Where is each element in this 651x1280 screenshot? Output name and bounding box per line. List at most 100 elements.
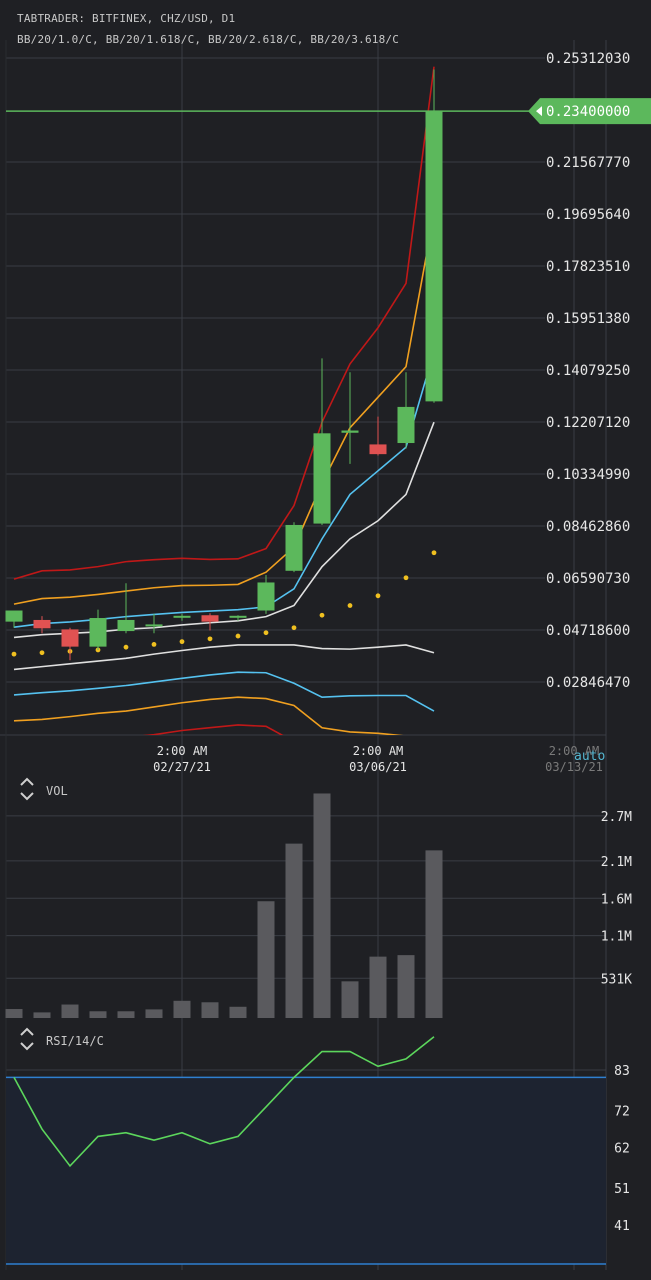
- volume-bar[interactable]: [425, 850, 443, 1018]
- last-price-tag-arrow: [536, 106, 542, 117]
- price-tick-label: 0.21567770: [546, 155, 630, 171]
- sar-dot: [291, 625, 297, 631]
- time-tick-label: 2:00 AM: [157, 744, 208, 758]
- candle-body[interactable]: [89, 618, 107, 647]
- candle-body[interactable]: [397, 406, 415, 444]
- sar-dot: [151, 642, 157, 647]
- rsi-tick-label: 51: [614, 1182, 630, 1197]
- price-tick-label: 0.19695640: [546, 207, 630, 223]
- candle-body[interactable]: [285, 524, 303, 571]
- candle-body[interactable]: [33, 619, 51, 629]
- vol-pane-toggle-icon[interactable]: [17, 776, 37, 802]
- chart-title: TABTRADER: BITFINEX, CHZ/USD, D1: [17, 12, 236, 25]
- sar-dot: [235, 633, 241, 639]
- volume-bar[interactable]: [33, 1012, 51, 1018]
- volume-bar[interactable]: [229, 1006, 247, 1018]
- last-price-tag[interactable]: 0.23400000: [528, 98, 651, 125]
- candle-body[interactable]: [61, 629, 79, 647]
- vol-pane-label: VOL: [46, 784, 68, 798]
- price-tick-label: 0.25312030: [546, 51, 630, 67]
- candle-body[interactable]: [173, 615, 191, 618]
- sar-dot: [179, 639, 185, 645]
- volume-pane[interactable]: [5, 793, 443, 1018]
- price-tick-label: 0.12207120: [546, 415, 630, 431]
- volume-bar[interactable]: [145, 1009, 163, 1018]
- volume-bar[interactable]: [5, 1009, 23, 1018]
- time-tick-label: 2:00 AM: [549, 744, 600, 758]
- bb-lower-1-line: [13, 671, 435, 712]
- candle-body[interactable]: [145, 624, 163, 627]
- bb-lower-3618-line: [13, 644, 435, 671]
- time-axis[interactable]: 2:00 AM 02/27/21 2:00 AM 03/06/21 2:00 AM 03/…: [153, 744, 603, 774]
- auto-scale-button[interactable]: auto: [574, 749, 606, 764]
- candle-body[interactable]: [369, 444, 387, 455]
- price-tick-label: 0.17823510: [546, 259, 630, 275]
- sar-dot: [263, 630, 269, 636]
- sar-dot: [123, 644, 129, 650]
- bb-lower-2618-line: [142, 724, 284, 735]
- rsi-pane-toggle-icon[interactable]: [17, 1026, 37, 1052]
- price-tick-label: 0.08462860: [546, 519, 630, 535]
- sar-dot: [431, 550, 437, 556]
- price-tick-label: 0.04718600: [546, 623, 630, 639]
- volume-tick-label: 2.7M: [601, 810, 632, 825]
- bb-middle-line: [13, 421, 435, 639]
- bb-upper-1618-line: [13, 213, 435, 605]
- volume-bar[interactable]: [89, 1011, 107, 1018]
- volume-bar[interactable]: [341, 981, 359, 1018]
- candle-body[interactable]: [425, 111, 443, 402]
- volume-bar[interactable]: [369, 956, 387, 1018]
- gridlines: [0, 40, 607, 1270]
- rsi-tick-label: 62: [614, 1142, 630, 1157]
- bb-upper-2618-line: [13, 66, 435, 580]
- volume-bar[interactable]: [201, 1002, 219, 1018]
- last-price-tag-shape: [528, 98, 651, 125]
- time-tick-label: 2:00 AM: [353, 744, 404, 758]
- volume-bar[interactable]: [257, 901, 275, 1018]
- date-tick-label: 03/06/21: [349, 760, 407, 774]
- bb-lower-1618-line: [13, 696, 404, 735]
- price-tick-label: 0.02846470: [546, 675, 630, 691]
- value-axis[interactable]: 0.25312030 0.21567770 0.19695640 0.17823510…: [528, 51, 651, 1234]
- date-tick-label: 03/13/21: [545, 760, 603, 774]
- rsi-line[interactable]: [13, 1036, 435, 1168]
- price-tick-label: 0.10334990: [546, 467, 630, 483]
- price-tick-label: 0.15951380: [546, 311, 630, 327]
- rsi-tick-label: 83: [614, 1064, 630, 1079]
- price-tick-label: 0.14079250: [546, 363, 630, 379]
- sar-dot: [347, 603, 353, 608]
- volume-bar[interactable]: [313, 793, 331, 1018]
- volume-bar[interactable]: [117, 1011, 135, 1018]
- price-pane[interactable]: [5, 66, 531, 789]
- volume-tick-label: 531K: [601, 972, 632, 987]
- rsi-tick-label: 72: [614, 1105, 630, 1120]
- rsi-band-fill: [6, 1077, 606, 1264]
- volume-bar[interactable]: [397, 955, 415, 1018]
- candle-body[interactable]: [117, 619, 135, 632]
- rsi-pane[interactable]: [6, 1036, 606, 1265]
- candle-body[interactable]: [341, 430, 359, 433]
- volume-bar[interactable]: [61, 1004, 79, 1018]
- bb-upper-1-line: [13, 351, 435, 628]
- sar-dot: [319, 612, 325, 618]
- candle-body[interactable]: [229, 615, 247, 618]
- candle-body[interactable]: [257, 582, 275, 611]
- candle-body[interactable]: [201, 615, 219, 622]
- candle-body[interactable]: [5, 610, 23, 622]
- sar-dot: [39, 650, 45, 656]
- indicator-list: BB/20/1.0/C, BB/20/1.618/C, BB/20/2.618/…: [17, 33, 400, 46]
- volume-bar[interactable]: [173, 1000, 191, 1018]
- price-tick-label: 0.06590730: [546, 571, 630, 587]
- sar-dot: [403, 575, 409, 581]
- rsi-pane-label: RSI/14/C: [46, 1034, 104, 1048]
- date-tick-label: 02/27/21: [153, 760, 211, 774]
- sar-dot: [375, 593, 381, 599]
- sar-dot: [11, 651, 17, 657]
- volume-tick-label: 1.6M: [601, 892, 632, 907]
- sar-dot: [207, 636, 213, 642]
- candle-body[interactable]: [313, 433, 331, 524]
- volume-tick-label: 1.1M: [601, 930, 632, 945]
- volume-bar[interactable]: [285, 843, 303, 1018]
